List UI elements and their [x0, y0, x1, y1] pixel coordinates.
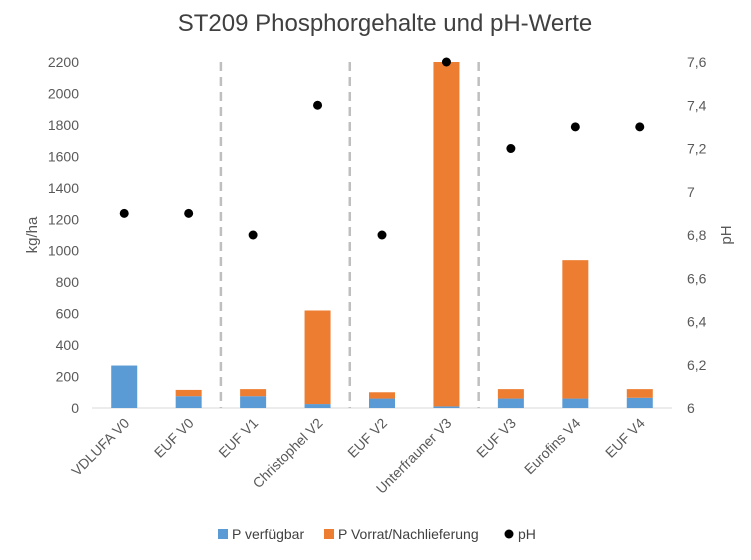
bar-p-vorrat	[240, 389, 267, 397]
x-tick-label: EUF V2	[344, 415, 390, 461]
bar-p-vorrat	[175, 389, 202, 397]
ph-point	[119, 208, 129, 218]
y-tick-label-right: 7,4	[687, 97, 707, 113]
bar-layer	[111, 62, 653, 408]
y-tick-label-left: 1600	[48, 148, 79, 164]
bar-p-verfuegbar	[111, 365, 138, 408]
x-tick-label: EUF V0	[151, 415, 197, 461]
chart-title: ST209 Phosphorgehalte und pH-Werte	[178, 10, 592, 37]
bar-p-verfuegbar	[562, 398, 589, 408]
bar-p-verfuegbar	[175, 396, 202, 408]
x-tick-label: EUF V4	[602, 415, 648, 461]
bar-p-vorrat	[433, 62, 460, 407]
x-tick-label: EUF V3	[473, 415, 519, 461]
y-tick-label-left: 400	[56, 337, 80, 353]
legend: P verfügbar P Vorrat/Nachlieferung pH	[218, 526, 536, 542]
y-tick-label-left: 1000	[48, 243, 79, 259]
y-tick-label-right: 6,2	[687, 357, 707, 373]
ph-point-layer	[119, 57, 645, 240]
y-axis-right: 6 6,2 6,4 6,6 6,8 7 7,2 7,4 7,6	[687, 54, 707, 416]
x-tick-label: EUF V1	[215, 415, 261, 461]
legend-label: P Vorrat/Nachlieferung	[338, 526, 479, 542]
y-tick-label-left: 1400	[48, 180, 79, 196]
bar-p-verfuegbar	[304, 404, 331, 408]
y-tick-label-right: 7	[687, 184, 695, 200]
y-tick-label-left: 200	[56, 369, 80, 385]
legend-swatch	[218, 529, 228, 539]
ph-point	[184, 208, 194, 218]
y-tick-label-right: 7,2	[687, 141, 707, 157]
y-axis-title-right: pH	[718, 225, 735, 244]
ph-point	[506, 144, 516, 153]
legend-label: P verfügbar	[232, 526, 304, 542]
y-tick-label-left: 2000	[48, 85, 79, 101]
bar-p-vorrat	[369, 392, 395, 399]
bar-p-vorrat	[497, 389, 524, 399]
ph-point	[635, 122, 645, 132]
y-tick-label-left: 0	[71, 400, 79, 416]
y-tick-label-right: 7,6	[687, 54, 707, 70]
bar-p-verfuegbar	[497, 398, 524, 408]
y-tick-label-left: 2200	[48, 54, 79, 70]
legend-swatch	[324, 529, 334, 539]
ph-point	[570, 122, 580, 132]
y-tick-label-left: 1200	[48, 211, 79, 227]
y-axis-title-left: kg/ha	[24, 216, 41, 253]
bar-p-verfuegbar	[240, 396, 267, 408]
bar-p-vorrat	[304, 310, 331, 405]
y-tick-label-right: 6,8	[687, 227, 707, 243]
bar-p-vorrat	[562, 260, 589, 399]
ph-point	[377, 230, 387, 240]
y-tick-label-left: 800	[56, 274, 80, 290]
legend-marker-ph	[504, 529, 514, 539]
bar-p-verfuegbar	[369, 398, 395, 408]
y-axis-left: 0 200 400 600 800 1000 1200 1400 1600 1800 2000 220…	[48, 54, 79, 416]
y-tick-label-left: 600	[56, 306, 80, 322]
y-tick-label-left: 1800	[48, 117, 79, 133]
y-tick-label-right: 6,4	[687, 314, 707, 330]
legend-label: pH	[518, 526, 536, 542]
x-tick-label: VDLUFA V0	[68, 415, 132, 479]
x-tick-label: Eurofins V4	[521, 415, 584, 478]
bar-p-verfuegbar	[626, 397, 653, 408]
bar-p-vorrat	[626, 389, 653, 398]
y-tick-label-right: 6	[687, 400, 695, 416]
y-tick-label-right: 6,6	[687, 270, 707, 286]
ph-point	[441, 57, 451, 67]
ph-point	[248, 230, 258, 240]
ph-point	[313, 100, 323, 110]
bar-p-verfuegbar	[433, 406, 460, 408]
group-separators	[219, 62, 480, 408]
